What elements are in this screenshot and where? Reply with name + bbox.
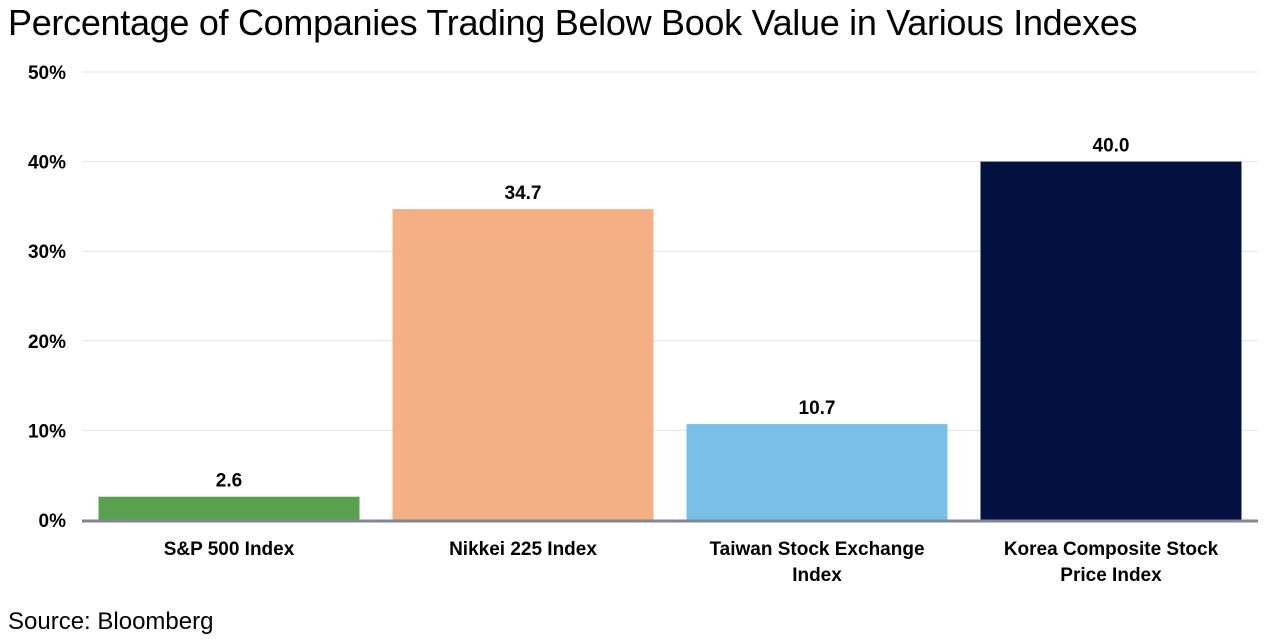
y-tick-label: 0%	[39, 511, 67, 532]
y-axis: 0% 10% 20% 30% 40% 50%	[28, 63, 66, 532]
data-label: 34.7	[505, 183, 542, 204]
y-tick-label: 40%	[28, 153, 66, 174]
bar	[98, 496, 360, 520]
data-label: 2.6	[216, 471, 242, 492]
y-tick-label: 10%	[28, 421, 66, 442]
x-axis: S&P 500 Index Nikkei 225 Index Taiwan Stoc…	[82, 519, 1258, 586]
y-tick-label: 20%	[28, 332, 66, 353]
x-category-label: Nikkei 225 Index	[449, 539, 597, 560]
x-category-label: Index	[792, 565, 842, 586]
bar	[980, 161, 1242, 520]
source-note: Source: Bloomberg	[8, 608, 214, 635]
data-label: 10.7	[799, 398, 836, 419]
x-category-label: Korea Composite Stock	[1004, 539, 1219, 560]
bars	[98, 161, 1242, 520]
x-category-label: Taiwan Stock Exchange	[709, 539, 924, 560]
y-tick-label: 30%	[28, 242, 66, 263]
x-category-label: S&P 500 Index	[164, 539, 295, 560]
data-labels: 2.6 34.7 10.7 40.0	[216, 136, 1130, 492]
bar	[392, 209, 654, 520]
data-label: 40.0	[1093, 136, 1130, 157]
chart-title: Percentage of Companies Trading Below Bo…	[8, 2, 1138, 43]
bar	[686, 424, 948, 520]
y-tick-label: 50%	[28, 63, 66, 84]
x-category-label: Price Index	[1060, 565, 1162, 586]
